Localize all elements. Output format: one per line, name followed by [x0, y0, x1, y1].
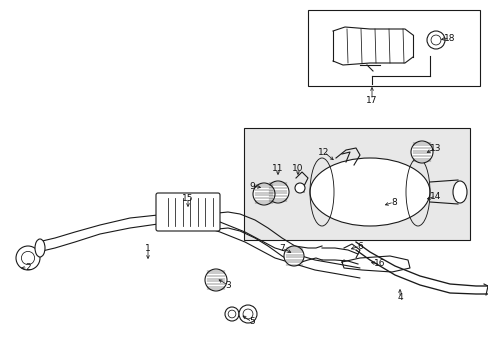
Text: 13: 13	[429, 144, 441, 153]
Text: 5: 5	[248, 318, 254, 327]
Text: 18: 18	[443, 33, 455, 42]
Ellipse shape	[309, 158, 429, 226]
Circle shape	[426, 31, 444, 49]
Ellipse shape	[35, 239, 45, 257]
Text: 4: 4	[396, 293, 402, 302]
Text: 3: 3	[224, 280, 230, 289]
Text: 1: 1	[145, 243, 151, 252]
Circle shape	[252, 183, 274, 205]
Circle shape	[294, 183, 305, 193]
Text: 7: 7	[279, 243, 285, 252]
Text: 12: 12	[318, 148, 329, 157]
Circle shape	[266, 181, 288, 203]
Circle shape	[239, 305, 257, 323]
Text: 15: 15	[182, 194, 193, 202]
Circle shape	[204, 269, 226, 291]
Circle shape	[410, 141, 432, 163]
FancyBboxPatch shape	[156, 193, 220, 231]
Bar	[307, 10, 479, 86]
Text: 16: 16	[373, 260, 385, 269]
Circle shape	[16, 246, 40, 270]
Text: 17: 17	[366, 95, 377, 104]
Polygon shape	[341, 256, 409, 272]
Text: 2: 2	[25, 264, 31, 273]
Text: 6: 6	[356, 242, 362, 251]
Ellipse shape	[452, 181, 466, 203]
Circle shape	[224, 307, 239, 321]
Text: 9: 9	[248, 181, 254, 190]
Text: 14: 14	[429, 192, 441, 201]
Text: 11: 11	[272, 163, 283, 172]
Bar	[244, 128, 469, 240]
Circle shape	[284, 246, 304, 266]
Text: 10: 10	[292, 163, 303, 172]
Text: 8: 8	[390, 198, 396, 207]
